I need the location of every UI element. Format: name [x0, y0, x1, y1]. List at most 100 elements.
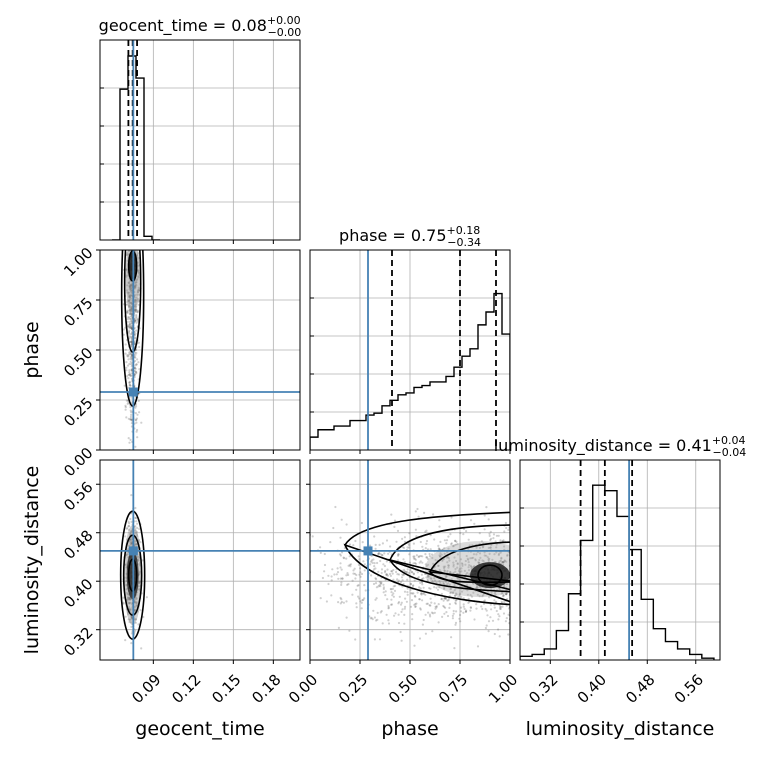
scatter-point [455, 610, 458, 613]
scatter-point [129, 532, 132, 535]
scatter-point [128, 608, 131, 611]
scatter-point [415, 602, 418, 605]
scatter-point [437, 544, 440, 548]
scatter-point [338, 553, 342, 556]
panel-title: geocent_time = 0.08+0.00 −0.00 [99, 14, 302, 39]
scatter-point [413, 594, 416, 598]
scatter-point [444, 574, 447, 578]
scatter-point [493, 632, 496, 636]
scatter-point [443, 539, 446, 542]
scatter-point [134, 370, 137, 374]
scatter-point [408, 553, 411, 556]
scatter-point [126, 311, 129, 314]
scatter-point [452, 563, 455, 567]
scatter-point [425, 556, 429, 559]
scatter-point [396, 578, 399, 581]
scatter-point [127, 520, 130, 523]
scatter-point [128, 306, 131, 309]
scatter-point [388, 572, 392, 576]
scatter-point [347, 583, 350, 586]
scatter-point [137, 276, 140, 279]
scatter-point [379, 585, 382, 588]
scatter-point [387, 604, 390, 608]
scatter-point [371, 561, 374, 565]
scatter-point [399, 580, 403, 584]
scatter-point [135, 601, 138, 604]
scatter-point [128, 298, 131, 301]
scatter-point [374, 582, 378, 585]
scatter-point [130, 542, 133, 545]
scatter-point [134, 359, 137, 363]
scatter-point [429, 587, 432, 590]
scatter-point [440, 597, 443, 601]
scatter-point [374, 598, 377, 601]
scatter-point [321, 576, 324, 580]
contour-line [343, 511, 510, 606]
scatter-point [460, 562, 463, 565]
scatter-point [340, 568, 343, 571]
scatter-point [130, 396, 133, 399]
scatter-point [125, 527, 128, 530]
scatter-point [134, 305, 137, 308]
scatter-point [128, 351, 131, 354]
scatter-point [428, 555, 431, 558]
scatter-point [455, 540, 458, 544]
scatter-point [489, 538, 492, 542]
scatter-point [488, 557, 491, 560]
scatter-point [405, 600, 408, 603]
scatter-point [387, 619, 390, 622]
scatter-point [419, 540, 422, 544]
scatter-point [448, 606, 451, 610]
scatter-point [125, 361, 128, 364]
scatter-point [129, 418, 132, 421]
scatter-point [439, 540, 442, 544]
scatter-point [124, 615, 127, 618]
scatter-point [462, 597, 465, 600]
scatter-point [406, 570, 409, 574]
scatter-point [391, 594, 394, 597]
scatter-point [493, 599, 496, 602]
scatter-point [138, 580, 141, 583]
scatter-point [446, 569, 449, 573]
scatter-point [130, 352, 133, 355]
contour-line [127, 558, 138, 592]
scatter-point [382, 591, 385, 594]
scatter-point [130, 356, 133, 359]
scatter-point [450, 636, 453, 639]
scatter-point [134, 356, 137, 359]
scatter-point [333, 573, 336, 576]
scatter-point [451, 614, 454, 618]
scatter-point [129, 283, 132, 286]
scatter-point [475, 586, 478, 589]
scatter-point [384, 594, 387, 597]
y-tick-label: 0.75 [60, 294, 96, 330]
scatter-point [327, 582, 330, 586]
scatter-point [438, 554, 441, 557]
scatter-point [499, 559, 502, 562]
scatter-point [130, 616, 133, 620]
scatter-point [466, 571, 469, 575]
scatter-point [442, 581, 445, 585]
scatter-point [130, 308, 133, 311]
scatter-point [476, 593, 479, 596]
scatter-point [127, 292, 130, 295]
scatter-point [493, 606, 496, 609]
scatter-point [459, 610, 463, 613]
scatter-point [445, 611, 448, 614]
scatter-point [434, 605, 437, 608]
scatter-point [134, 629, 137, 632]
scatter-point [424, 553, 427, 556]
scatter-point [125, 584, 128, 587]
scatter-point [410, 570, 413, 574]
scatter-point [454, 543, 457, 546]
scatter-point [499, 607, 502, 610]
title-plus: +0.18 [447, 224, 481, 237]
scatter-point [465, 554, 468, 558]
scatter-point [397, 580, 400, 584]
scatter-point [128, 596, 131, 599]
scatter-point [507, 613, 510, 616]
scatter-point [397, 613, 400, 616]
scatter-point [331, 568, 334, 571]
scatter-point [135, 296, 138, 299]
scatter-point [126, 355, 129, 358]
